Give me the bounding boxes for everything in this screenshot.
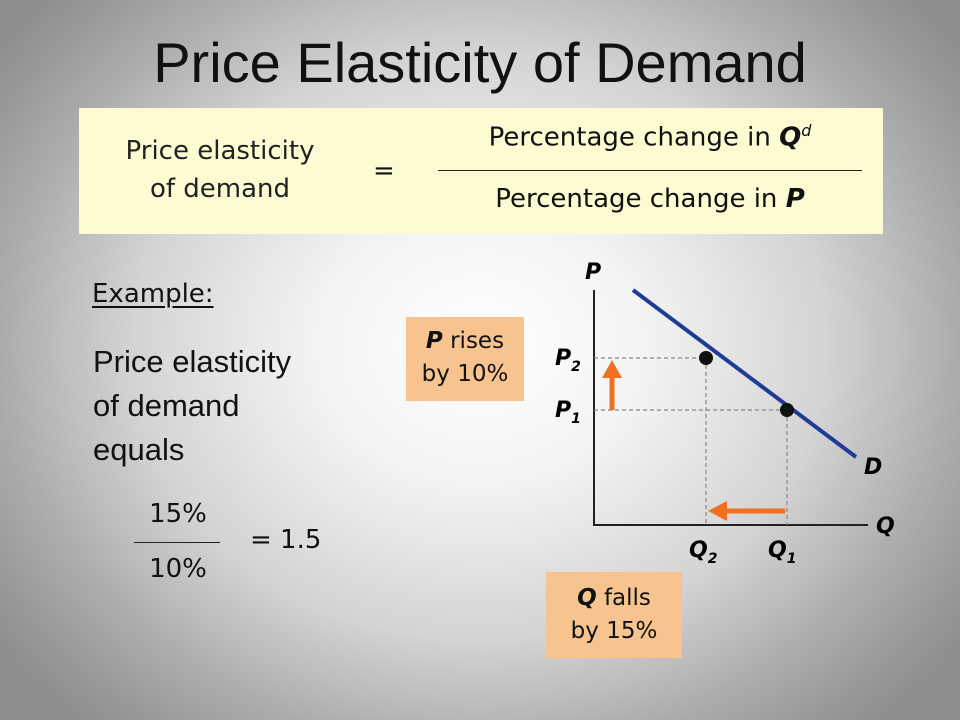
point-p1-q1 <box>780 403 794 417</box>
formula-numerator-text: Percentage change in <box>488 122 780 153</box>
example-statement: Price elasticity of demand equals <box>93 340 353 472</box>
price-rise-note-symbol: P <box>425 328 443 354</box>
q1-label-subscript: 1 <box>787 551 797 567</box>
p1-label: P1 <box>555 398 581 427</box>
p1-label-subscript: 1 <box>571 411 581 427</box>
formula-lhs-line1: Price elasticity <box>125 136 315 166</box>
formula-lhs-line2: of demand <box>149 174 291 204</box>
slide-title: Price Elasticity of Demand <box>153 31 807 94</box>
formula-denominator-text: Percentage change in <box>495 184 786 214</box>
formula-denominator-symbol: P <box>785 184 805 214</box>
formula-numerator-symbol: Q <box>779 122 802 153</box>
y-axis-label: P <box>585 260 601 285</box>
formula-box <box>79 108 883 234</box>
example-line2: of demand <box>93 388 240 423</box>
q2-label-letter: Q <box>689 538 708 563</box>
price-up-arrow-icon <box>602 360 622 410</box>
price-rise-note: P rises by 10% <box>406 317 524 401</box>
quantity-fall-note-line2: by 15% <box>570 618 658 644</box>
calc-fraction-bar <box>134 542 220 543</box>
x-axis-label: Q <box>876 514 895 539</box>
point-p2-q2 <box>699 351 713 365</box>
demand-curve <box>631 288 858 459</box>
p1-label-letter: P <box>555 398 571 423</box>
p2-label-subscript: 2 <box>571 359 581 375</box>
example-line1: Price elasticity <box>93 344 292 379</box>
calc-denominator: 10% <box>149 554 207 584</box>
quantity-fall-note: Q falls by 15% <box>546 572 682 658</box>
price-rise-note-line2: by 10% <box>421 361 509 387</box>
formula-numerator-superscript: d <box>801 121 812 140</box>
quantity-fall-note-rest: falls <box>596 585 651 611</box>
calc-numerator: 15% <box>149 499 207 529</box>
quantity-fall-note-symbol: Q <box>577 585 597 611</box>
p2-label: P2 <box>555 346 581 375</box>
formula-denominator: Percentage change in P <box>440 184 860 214</box>
price-rise-note-line1: P rises <box>406 325 524 358</box>
quantity-fall-note-line1: Q falls <box>546 582 682 615</box>
price-rise-note-rest: rises <box>442 328 505 354</box>
formula-numerator: Percentage change in Qd <box>440 121 860 153</box>
demand-curve-label: D <box>864 455 882 480</box>
q1-label: Q1 <box>768 538 796 567</box>
formula-lhs: Price elasticity of demand <box>100 132 340 208</box>
q2-label: Q2 <box>689 538 717 567</box>
p2-label-letter: P <box>555 346 571 371</box>
formula-fraction-bar <box>438 170 862 171</box>
example-label: Example: <box>92 279 214 309</box>
formula-equals: = <box>373 156 395 186</box>
q2-label-subscript: 2 <box>708 551 718 567</box>
calc-result: = 1.5 <box>250 525 322 555</box>
quantity-left-arrow-icon <box>708 501 785 521</box>
example-line3: equals <box>93 432 185 467</box>
q1-label-letter: Q <box>768 538 787 563</box>
